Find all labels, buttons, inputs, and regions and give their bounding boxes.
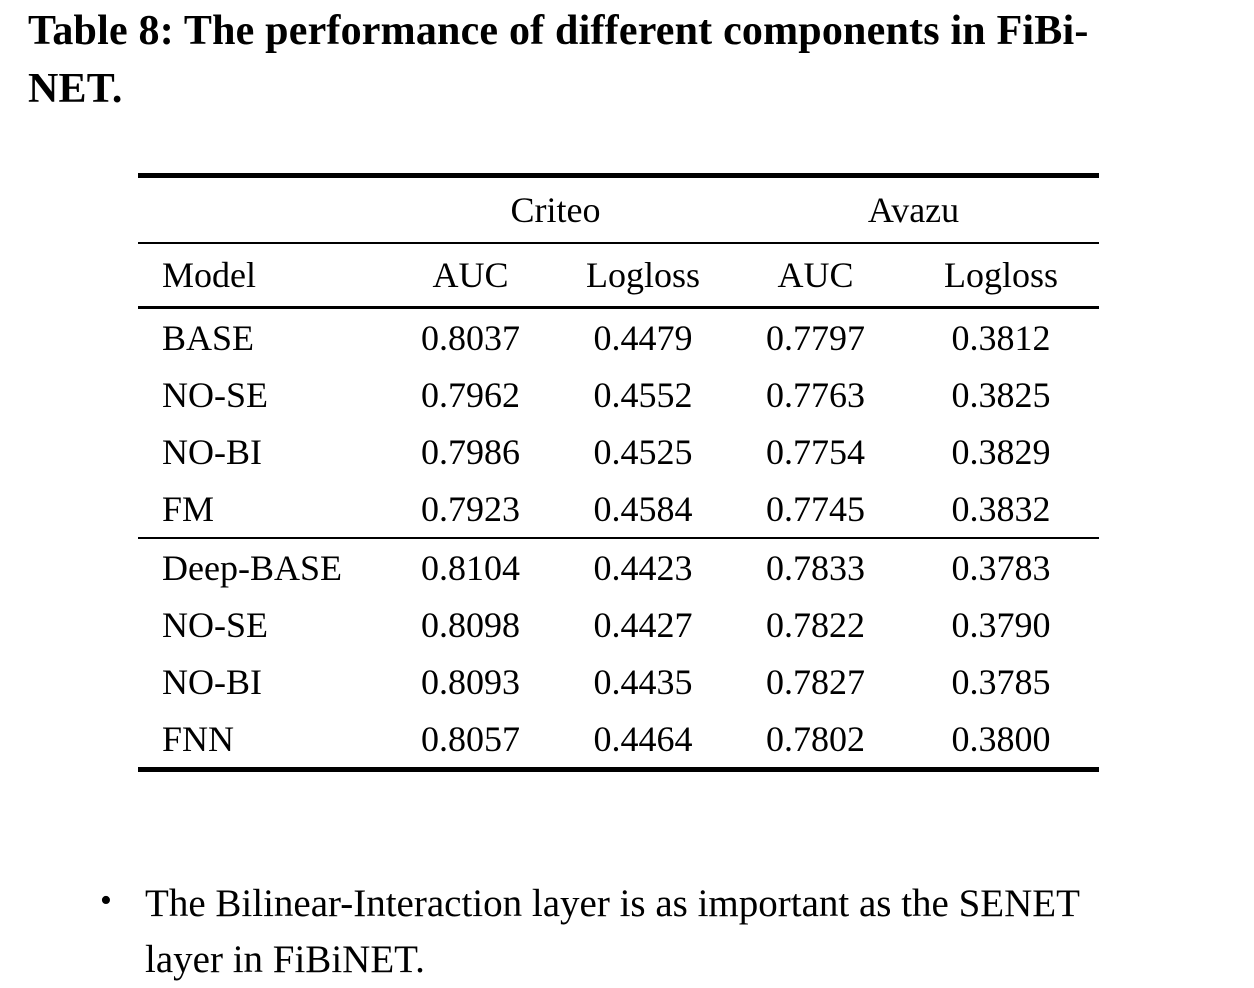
bullet-item: • The Bilinear-Interaction layer is as i…	[100, 876, 1190, 988]
metric-cell: 0.3800	[951, 718, 1051, 759]
dataset-header-avazu: Avazu	[728, 175, 1100, 244]
model-cell: Deep-BASE	[162, 547, 342, 588]
table-caption-line2: NET.	[28, 66, 123, 112]
metric-cell: 0.8104	[421, 547, 520, 588]
metric-cell: 0.7833	[766, 547, 866, 588]
metric-cell: 0.7827	[766, 661, 866, 702]
empty-header-cell	[138, 175, 383, 244]
metric-cell: 0.7923	[383, 480, 558, 539]
results-table: Criteo Avazu Model AUC Logloss AUC Loglo…	[138, 173, 1100, 772]
table-row: NO-SE 0.7962 0.4552 0.7763 0.3825	[138, 366, 1099, 423]
metric-cell: 0.7986	[421, 431, 520, 472]
table-row: FNN 0.8057 0.4464 0.7802 0.3800	[138, 710, 1099, 770]
metric-cell: 0.3832	[903, 480, 1100, 539]
column-header-criteo-auc: AUC	[383, 243, 558, 309]
dataset-header-criteo: Criteo	[383, 175, 729, 244]
metric-cell: 0.3825	[951, 374, 1051, 415]
metric-cell: 0.8057	[421, 718, 520, 759]
column-header-model: Model	[138, 243, 383, 309]
table-row: Deep-BASE 0.8104 0.4423 0.7833 0.3783	[138, 538, 1099, 596]
metric-cell: 0.7763	[766, 374, 866, 415]
metric-cell: 0.8093	[421, 661, 520, 702]
model-cell: NO-BI	[162, 661, 262, 702]
column-header-row: Model AUC Logloss AUC Logloss	[138, 243, 1100, 309]
metric-cell: 0.3829	[951, 431, 1051, 472]
metric-cell: 0.4464	[593, 718, 693, 759]
table-row: NO-SE 0.8098 0.4427 0.7822 0.3790	[138, 596, 1099, 653]
model-cell: NO-BI	[162, 431, 262, 472]
metric-cell: 0.4584	[558, 480, 729, 539]
table-caption-line1: Table 8: The performance of different co…	[28, 8, 1089, 54]
column-header-avazu-auc: AUC	[728, 243, 904, 309]
metric-cell: 0.4479	[593, 317, 693, 358]
column-header-avazu-logloss: Logloss	[903, 243, 1100, 309]
metric-cell: 0.7797	[766, 317, 866, 358]
metric-cell: 0.7754	[766, 431, 866, 472]
column-header-criteo-logloss: Logloss	[558, 243, 729, 309]
metric-cell: 0.4423	[593, 547, 693, 588]
model-cell: BASE	[162, 317, 255, 358]
table-caption: Table 8: The performance of different co…	[28, 2, 1238, 118]
metric-cell: 0.3790	[951, 604, 1051, 645]
metric-cell: 0.7802	[766, 718, 866, 759]
metric-cell: 0.3783	[951, 547, 1051, 588]
bullet-icon: •	[100, 882, 112, 919]
bullet-text: The Bilinear-Interaction layer is as imp…	[145, 876, 1190, 988]
model-cell: NO-SE	[162, 604, 268, 645]
model-cell: FM	[138, 480, 383, 539]
metric-cell: 0.4552	[593, 374, 693, 415]
table-row: FM 0.7923 0.4584 0.7745 0.3832	[138, 480, 1100, 539]
bullet-text-line1: The Bilinear-Interaction layer is as imp…	[145, 882, 1080, 925]
metric-cell: 0.7962	[421, 374, 520, 415]
model-cell: NO-SE	[162, 374, 268, 415]
metric-cell: 0.4435	[593, 661, 693, 702]
metric-cell: 0.7822	[766, 604, 866, 645]
metric-cell: 0.7745	[728, 480, 904, 539]
table-row: BASE 0.8037 0.4479 0.7797 0.3812	[138, 308, 1099, 367]
metric-cell: 0.8037	[421, 317, 520, 358]
dataset-header-row: Criteo Avazu	[138, 175, 1100, 244]
metric-cell: 0.8098	[421, 604, 520, 645]
table-row: NO-BI 0.8093 0.4435 0.7827 0.3785	[138, 653, 1099, 710]
bullet-text-line2: layer in FiBiNET.	[145, 938, 425, 981]
model-cell: FNN	[162, 718, 235, 759]
metric-cell: 0.3812	[951, 317, 1051, 358]
metric-cell: 0.3785	[951, 661, 1051, 702]
metric-cell: 0.4525	[593, 431, 693, 472]
metric-cell: 0.4427	[593, 604, 693, 645]
table-row: NO-BI 0.7986 0.4525 0.7754 0.3829	[138, 423, 1099, 480]
